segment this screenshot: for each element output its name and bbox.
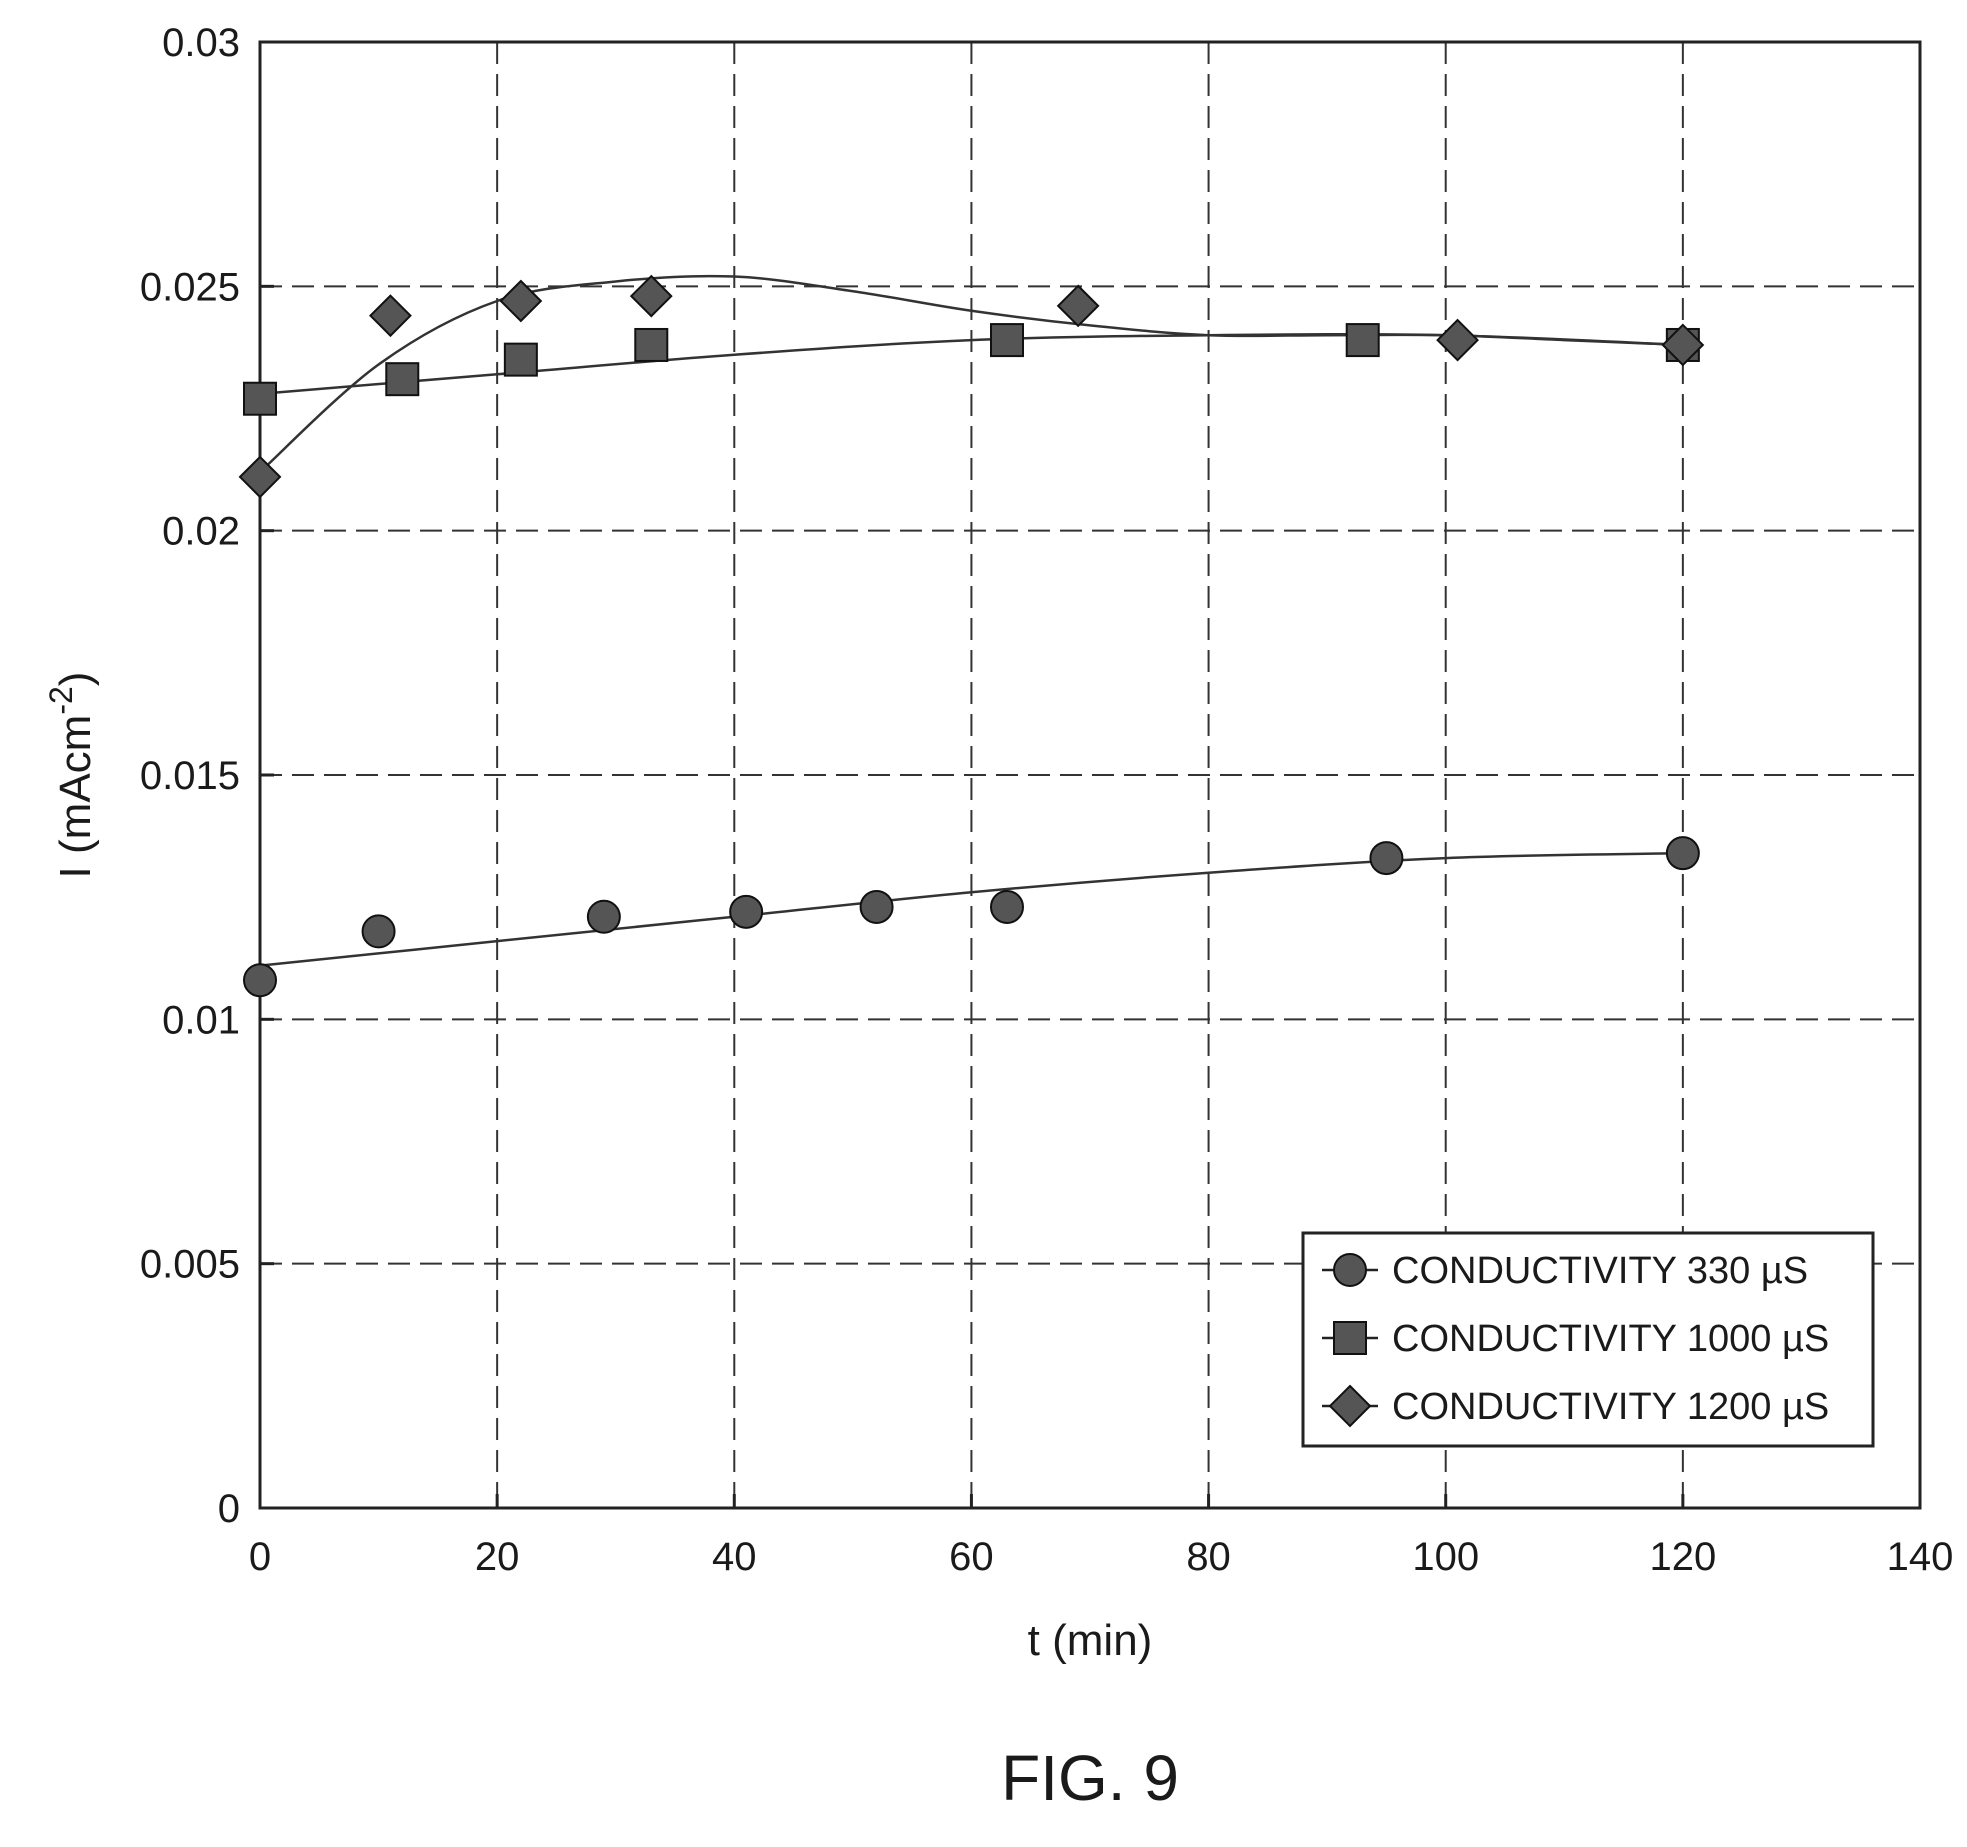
x-tick-label: 20 — [475, 1535, 520, 1579]
data-point-diamond — [369, 294, 412, 338]
y-axis-label: I (mAcm-2) — [43, 672, 100, 879]
data-point-diamond — [1436, 318, 1479, 362]
data-point-diamond — [238, 455, 282, 499]
data-point-circle — [1369, 841, 1404, 876]
legend-marker-diamond — [1328, 1384, 1372, 1428]
data-point-diamond — [629, 274, 673, 318]
legend-marker-circle — [1333, 1253, 1367, 1287]
legend-label: CONDUCTIVITY 330 µS — [1392, 1250, 1808, 1292]
data-point-circle — [243, 963, 277, 998]
data-point-diamond — [1661, 323, 1705, 367]
y-tick-labels: 0 0.005 0.01 0.015 0.02 0.025 0.03 — [140, 21, 274, 1531]
x-tick-label: 80 — [1186, 1535, 1231, 1579]
y-tick-label: 0.03 — [162, 21, 240, 65]
data-point-square — [243, 381, 277, 416]
y-tick-label: 0.015 — [140, 754, 240, 798]
x-tick-labels: 0 20 40 60 80 100 120 140 — [249, 1494, 1954, 1579]
legend-label: CONDUCTIVITY 1200 µS — [1392, 1386, 1829, 1428]
legend-label: CONDUCTIVITY 1000 µS — [1392, 1318, 1829, 1360]
x-tick-label: 40 — [712, 1535, 757, 1579]
y-axis-label-text: I (mAcm-2) — [43, 672, 100, 879]
y-tick-label: 0.005 — [140, 1243, 240, 1287]
x-axis-label: t (min) — [1028, 1616, 1153, 1665]
y-tick-label: 0.025 — [140, 265, 240, 309]
data-point-square — [385, 362, 420, 397]
data-point-diamond — [1056, 284, 1100, 328]
data-point-circle — [990, 889, 1024, 924]
data-point-square — [634, 327, 669, 362]
data-markers — [238, 274, 1705, 998]
trend-line-circle — [259, 851, 1683, 967]
legend-marker-square — [1333, 1321, 1367, 1355]
y-tick-label: 0.01 — [162, 998, 240, 1042]
data-point-circle — [859, 889, 894, 924]
legend-box — [1301, 1231, 1875, 1448]
y-tick-label: 0.02 — [162, 510, 240, 554]
figure-caption: FIG. 9 — [1001, 1742, 1179, 1814]
x-tick-label: 100 — [1412, 1535, 1479, 1579]
data-point-circle — [361, 914, 396, 949]
legend-items: CONDUCTIVITY 330 µS CONDUCTIVITY 1000 µS C… — [1322, 1250, 1829, 1428]
x-tick-label: 0 — [249, 1535, 271, 1579]
data-point-square — [990, 323, 1024, 358]
x-tick-label: 60 — [949, 1535, 994, 1579]
x-tick-label: 120 — [1649, 1535, 1716, 1579]
x-tick-label: 140 — [1887, 1535, 1954, 1579]
data-point-diamond — [499, 279, 543, 323]
data-point-circle — [729, 894, 764, 929]
data-point-circle — [1665, 836, 1700, 871]
data-point-circle — [586, 899, 621, 934]
y-tick-label: 0 — [218, 1487, 240, 1531]
data-point-square — [1345, 323, 1380, 358]
data-point-square — [503, 342, 538, 377]
legend: CONDUCTIVITY 330 µS CONDUCTIVITY 1000 µS C… — [1301, 1231, 1875, 1448]
